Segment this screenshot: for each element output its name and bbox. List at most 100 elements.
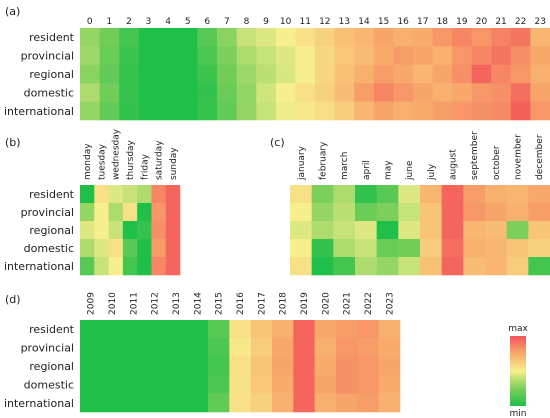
column-tick-label: 2023 (385, 292, 395, 315)
panel-label: (a) (5, 5, 20, 18)
heatmap-cell (373, 64, 394, 84)
heatmap-cell (463, 221, 486, 240)
column-tick-label: 2022 (364, 292, 374, 315)
heatmap-cell (217, 28, 237, 47)
heatmap-cell (378, 356, 401, 376)
heatmap-cell (80, 101, 100, 121)
heatmap-cell (354, 64, 375, 84)
heatmap-cell (393, 64, 414, 84)
heatmap-cell (236, 28, 257, 47)
column-tick-label: october (492, 145, 502, 180)
row-label: resident (29, 188, 75, 201)
heatmap-cell (137, 221, 152, 240)
heatmap-cell (122, 203, 138, 222)
row-label: regional (29, 68, 74, 81)
row-label: international (4, 397, 74, 410)
heatmap-cell (441, 185, 464, 204)
heatmap-cell (272, 393, 294, 413)
column-tick-label: 9 (263, 17, 269, 27)
heatmap-cell (186, 320, 209, 339)
panel-c-heatmap: (c) january february march april may june july a… (270, 131, 550, 276)
heatmap-cell (485, 221, 507, 240)
heatmap-cell (250, 375, 273, 394)
heatmap-cell (256, 46, 277, 66)
heatmap-cell (378, 375, 401, 394)
heatmap-cell (376, 257, 399, 276)
column-tick-label: 2012 (151, 292, 161, 315)
heatmap-cell (186, 338, 209, 358)
heatmap-cell (471, 46, 492, 66)
column-tick-label: march (340, 152, 350, 180)
column-tick-label: 2018 (279, 292, 289, 315)
heatmap-cell (275, 46, 296, 66)
column-tick-label: april (362, 160, 372, 180)
heatmap-cell (441, 203, 464, 222)
heatmap-cell (94, 203, 109, 222)
row-label: provincial (21, 342, 74, 355)
column-tick-label: 8 (244, 17, 250, 27)
heatmap-cell (250, 356, 273, 376)
heatmap-cell (177, 101, 198, 121)
heatmap-cell (197, 83, 218, 102)
row-label: domestic (24, 378, 74, 391)
heatmap-cell (144, 320, 166, 339)
heatmap-cell (275, 28, 296, 47)
column-tick-label: 21 (495, 17, 506, 27)
heatmap-cell (315, 101, 335, 121)
heatmap-cell (333, 221, 356, 240)
heatmap-cell (530, 101, 550, 121)
heatmap-cell (138, 101, 159, 121)
heatmap-cell (256, 64, 277, 84)
heatmap-cell (398, 239, 421, 258)
legend-gradient-bar (510, 336, 526, 406)
heatmap-cell (528, 221, 550, 240)
column-tick-label: 2011 (129, 292, 139, 315)
heatmap-cell (165, 356, 187, 376)
panel-b-heatmap: (b)monday tuesday wednesday thursday friday s… (4, 128, 181, 276)
heatmap-cell (315, 64, 335, 84)
heatmap-cell (295, 28, 316, 47)
heatmap-cell (119, 101, 140, 121)
heatmap-cell (334, 83, 355, 102)
heatmap-cell (272, 320, 294, 339)
heatmap-cell (177, 28, 198, 47)
heatmap-cell (463, 185, 486, 204)
heatmap-cell (144, 393, 166, 413)
heatmap-cell (80, 320, 102, 339)
heatmap-cell (256, 83, 277, 102)
heatmap-cell (452, 46, 472, 66)
heatmap-cell (355, 257, 377, 276)
heatmap-cell (101, 320, 123, 339)
heatmap-cell (290, 239, 312, 258)
heatmap-cell (122, 393, 145, 413)
column-tick-label: 23 (534, 17, 545, 27)
heatmap-cell (186, 356, 209, 376)
heatmap-cell (510, 83, 531, 102)
heatmap-cell (94, 257, 109, 276)
column-tick-label: february (319, 141, 329, 180)
heatmap-cell (393, 46, 414, 66)
heatmap-cell (165, 338, 187, 358)
heatmap-cell (272, 338, 294, 358)
column-tick-label: 2015 (215, 292, 225, 315)
row-label: international (4, 105, 74, 118)
heatmap-cell (236, 46, 257, 66)
heatmap-cell (101, 356, 123, 376)
heatmap-cell (158, 46, 179, 66)
heatmap-cell (122, 221, 138, 240)
row-label: international (4, 260, 74, 273)
heatmap-cell (441, 221, 464, 240)
heatmap-cell (290, 257, 312, 276)
heatmap-cell (420, 203, 442, 222)
column-tick-label: august (449, 149, 459, 180)
heatmap-cell (412, 28, 433, 47)
heatmap-cell (333, 257, 356, 276)
heatmap-cell (217, 46, 237, 66)
heatmap-cell (80, 393, 102, 413)
heatmap-cell (229, 338, 251, 358)
heatmap-cell (236, 83, 257, 102)
heatmap-cell (138, 83, 159, 102)
heatmap-cell (272, 356, 294, 376)
heatmap-cell (256, 101, 277, 121)
heatmap-cell (311, 257, 334, 276)
